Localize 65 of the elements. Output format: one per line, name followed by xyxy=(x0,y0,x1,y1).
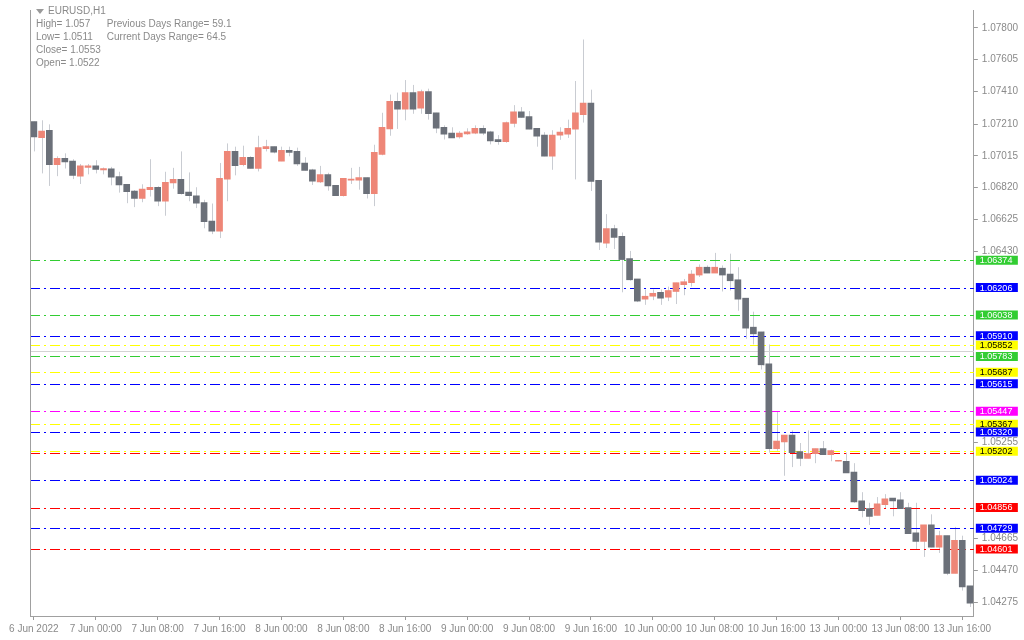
ref-line-label: 1.05202 xyxy=(979,446,1013,457)
y-tick-label: 1.07800 xyxy=(981,21,1019,33)
y-tick-label: 1.07210 xyxy=(981,117,1019,129)
chart-title: EURUSD,H1 xyxy=(48,5,106,16)
ref-line-label: 1.05447 xyxy=(979,406,1013,417)
x-tick-label: 10 Jun 00:00 xyxy=(623,622,683,634)
x-tick-label: 8 Jun 00:00 xyxy=(255,622,309,634)
x-tick-label: 9 Jun 00:00 xyxy=(440,622,494,634)
ref-line-label: 1.06038 xyxy=(979,309,1013,320)
x-tick-label: 13 Jun 16:00 xyxy=(933,622,992,634)
candlestick xyxy=(548,129,556,171)
candlestick xyxy=(38,119,45,174)
candlestick xyxy=(394,92,401,130)
y-tick-label: 1.06430 xyxy=(981,244,1019,256)
candlestick xyxy=(927,513,935,548)
ref-line-label: 1.04729 xyxy=(979,523,1013,534)
candlestick xyxy=(920,524,927,558)
candlestick xyxy=(30,121,38,152)
x-tick-label: 7 Jun 08:00 xyxy=(131,622,185,634)
annotation: Current Days Range= 64.5 xyxy=(106,30,228,43)
x-tick-label: 8 Jun 08:00 xyxy=(317,622,370,634)
annotation: Open= 1.0522 xyxy=(36,56,101,69)
y-tick-label: 1.04275 xyxy=(981,595,1019,607)
candlestick xyxy=(935,530,943,554)
x-tick-label: 10 Jun 16:00 xyxy=(747,622,806,634)
y-tick-label: 1.07410 xyxy=(981,85,1019,97)
x-tick-label: 10 Jun 08:00 xyxy=(685,622,745,634)
x-tick-label: 8 Jun 16:00 xyxy=(379,622,432,634)
candlestick xyxy=(363,176,370,199)
candlestick xyxy=(401,79,409,121)
y-tick-label: 1.06625 xyxy=(981,213,1019,225)
y-tick-label: 1.07015 xyxy=(981,149,1019,161)
x-tick-label: 7 Jun 00:00 xyxy=(69,622,123,634)
annotation: Previous Days Range= 59.1 xyxy=(106,17,232,30)
ref-line-label: 1.06374 xyxy=(979,255,1013,266)
candlestick xyxy=(239,145,247,167)
y-tick-label: 1.06820 xyxy=(981,181,1019,193)
candlestick xyxy=(417,89,425,115)
annotation: Close= 1.0553 xyxy=(36,43,102,56)
ref-line-label: 1.05910 xyxy=(979,330,1013,341)
candlestick xyxy=(154,185,161,207)
candlestick xyxy=(603,213,610,249)
y-tick-label: 1.04665 xyxy=(981,532,1019,544)
annotation: Low= 1.0511 xyxy=(36,30,93,43)
y-tick-label: 1.04470 xyxy=(981,564,1019,576)
ref-line-label: 1.04601 xyxy=(979,544,1013,555)
x-tick-label: 6 Jun 2022 xyxy=(9,622,60,634)
ref-line-label: 1.05615 xyxy=(979,378,1013,389)
x-tick-label: 13 Jun 08:00 xyxy=(871,622,930,634)
x-tick-label: 9 Jun 08:00 xyxy=(502,622,556,634)
ref-line-label: 1.05852 xyxy=(979,340,1013,351)
ref-line-label: 1.06206 xyxy=(979,282,1013,293)
y-tick-label: 1.07605 xyxy=(981,53,1019,65)
x-tick-label: 13 Jun 00:00 xyxy=(809,622,868,634)
candlestick xyxy=(610,224,618,250)
x-tick-label: 9 Jun 16:00 xyxy=(564,622,618,634)
ref-line-label: 1.05687 xyxy=(979,367,1013,378)
ref-line-label: 1.04856 xyxy=(979,502,1013,513)
ref-line-label: 1.05024 xyxy=(979,475,1013,486)
ref-line-label: 1.05783 xyxy=(979,351,1013,362)
x-tick-label: 7 Jun 16:00 xyxy=(193,622,247,634)
candlestick xyxy=(873,496,881,516)
candlestick xyxy=(231,146,239,176)
annotation: High= 1.057 xyxy=(36,17,92,30)
y-tick-label: 1.05255 xyxy=(981,436,1019,448)
